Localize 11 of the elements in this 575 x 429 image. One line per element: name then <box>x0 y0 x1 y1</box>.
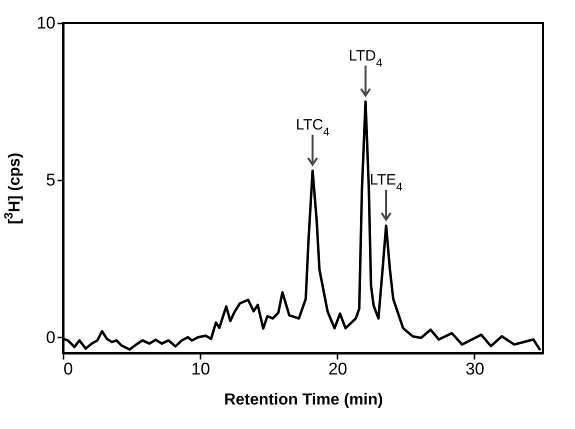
x-tick-label: 0 <box>64 360 73 378</box>
x-tick-label: 30 <box>465 360 484 378</box>
y-tick-label: 10 <box>36 14 56 32</box>
y-tick-label: 0 <box>46 328 56 347</box>
x-tick-label: 20 <box>328 360 348 378</box>
annotation: LTC$_{4}$ <box>296 116 330 139</box>
x-axis-title: Retention Time (min) <box>224 392 383 408</box>
x-tick-label: 10 <box>191 360 210 378</box>
annotation: LTE$_{4}$ <box>370 172 402 194</box>
annotation: LTD$_{4}$ <box>348 48 382 70</box>
y-tick-label: 5 <box>46 170 56 190</box>
